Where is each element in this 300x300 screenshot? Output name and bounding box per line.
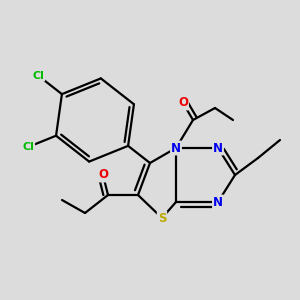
Text: N: N (213, 196, 223, 208)
Text: O: O (98, 169, 108, 182)
Text: Cl: Cl (22, 142, 34, 152)
Text: O: O (178, 97, 188, 110)
Text: N: N (171, 142, 181, 154)
Text: Cl: Cl (32, 71, 44, 81)
Text: S: S (158, 212, 166, 224)
Text: N: N (213, 142, 223, 154)
